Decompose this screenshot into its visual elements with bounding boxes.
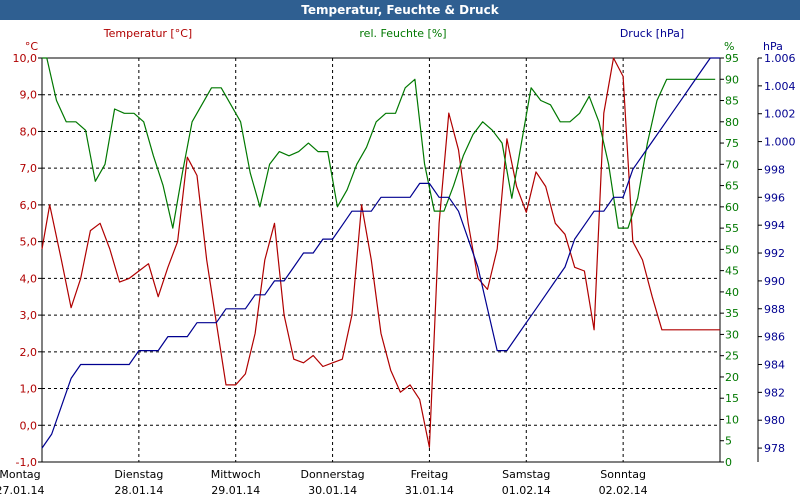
weather-chart: -1,0 0,0 1,0 2,0 3,0 4,0 5,0 6,0 7,0 8,0 9,0 10,0 0 5… [0,20,800,500]
pressure-tick-label: 1.002 [764,108,796,121]
date-label: 29.01.14 [211,484,260,497]
pressure-tick-label: 978 [764,442,785,455]
temperature-series-line [41,57,720,448]
date-label: 01.02.14 [502,484,551,497]
humidity-tick-label: 40 [725,286,739,299]
pressure-tick-label: 1.000 [764,136,796,149]
temperature-tick-label: 7,0 [20,162,38,175]
temperature-tick-label: 3,0 [20,309,38,322]
day-label: Dienstag [114,468,163,481]
pressure-axis-title: Druck [hPa] [620,27,684,40]
temperature-tick-label: 6,0 [20,199,38,212]
day-label: Donnerstag [300,468,364,481]
pressure-tick-label: 980 [764,414,785,427]
temperature-tick-label: 2,0 [20,346,38,359]
humidity-tick-label: 55 [725,222,739,235]
humidity-tick-label: 90 [725,73,739,86]
temperature-tick-label: 1,0 [20,383,38,396]
pressure-unit-label: hPa [763,40,783,53]
humidity-tick-label: 35 [725,307,739,320]
humidity-tick-label: 85 [725,95,739,108]
pressure-series-line [41,57,720,449]
humidity-tick-label: 60 [725,201,739,214]
temperature-tick-label: 5,0 [20,236,38,249]
temperature-tick-label: 8,0 [20,125,38,138]
humidity-tick-label: 10 [725,413,739,426]
humidity-tick-label: 75 [725,137,739,150]
humidity-tick-label: 20 [725,371,739,384]
pressure-tick-label: 1.004 [764,80,796,93]
date-label: 27.01.14 [0,484,44,497]
humidity-tick-label: 25 [725,350,739,363]
pressure-tick-label: 982 [764,386,785,399]
pressure-tick-label: 996 [764,191,785,204]
pressure-tick-label: 988 [764,303,785,316]
humidity-tick-label: 95 [725,52,739,65]
pressure-tick-label: 1.006 [764,52,796,65]
pressure-tick-label: 992 [764,247,785,260]
grid [42,58,720,462]
day-label: Freitag [411,468,449,481]
pressure-tick-label: 986 [764,331,785,344]
humidity-tick-label: 50 [725,243,739,256]
day-label: Samstag [502,468,550,481]
day-label: Mittwoch [211,468,261,481]
day-label: Sonntag [600,468,646,481]
pressure-tick-label: 990 [764,275,785,288]
humidity-axis-title: rel. Feuchte [%] [359,27,446,40]
temperature-tick-label: 10,0 [13,52,38,65]
date-label: 31.01.14 [405,484,454,497]
humidity-unit-label: % [724,40,734,53]
humidity-tick-label: 5 [725,435,732,448]
pressure-tick-label: 998 [764,163,785,176]
temperature-tick-label: 9,0 [20,89,38,102]
temperature-tick-label: 0,0 [20,419,38,432]
plot-frame [41,57,721,463]
temperature-tick-label: 4,0 [20,272,38,285]
axes-layer: -1,0 0,0 1,0 2,0 3,0 4,0 5,0 6,0 7,0 8,0 9,0 10,0 0 5… [0,52,796,497]
humidity-tick-label: 0 [725,456,732,469]
humidity-tick-label: 80 [725,116,739,129]
humidity-tick-label: 45 [725,265,739,278]
humidity-series-line [42,57,716,229]
humidity-tick-label: 15 [725,392,739,405]
window-title: Temperatur, Feuchte & Druck [0,0,800,20]
temperature-axis-title: Temperatur [°C] [103,27,192,40]
humidity-tick-label: 30 [725,328,739,341]
humidity-tick-label: 65 [725,180,739,193]
pressure-tick-label: 984 [764,358,785,371]
chart-background [0,20,800,500]
date-label: 30.01.14 [308,484,357,497]
plot-border [41,57,721,463]
date-label: 28.01.14 [114,484,163,497]
date-label: 02.02.14 [599,484,648,497]
day-label: Montag [0,468,41,481]
series-layer [41,57,720,449]
temperature-tick-label: -1,0 [16,456,37,469]
pressure-tick-label: 994 [764,219,785,232]
temperature-unit-label: °C [25,40,39,53]
humidity-tick-label: 70 [725,158,739,171]
